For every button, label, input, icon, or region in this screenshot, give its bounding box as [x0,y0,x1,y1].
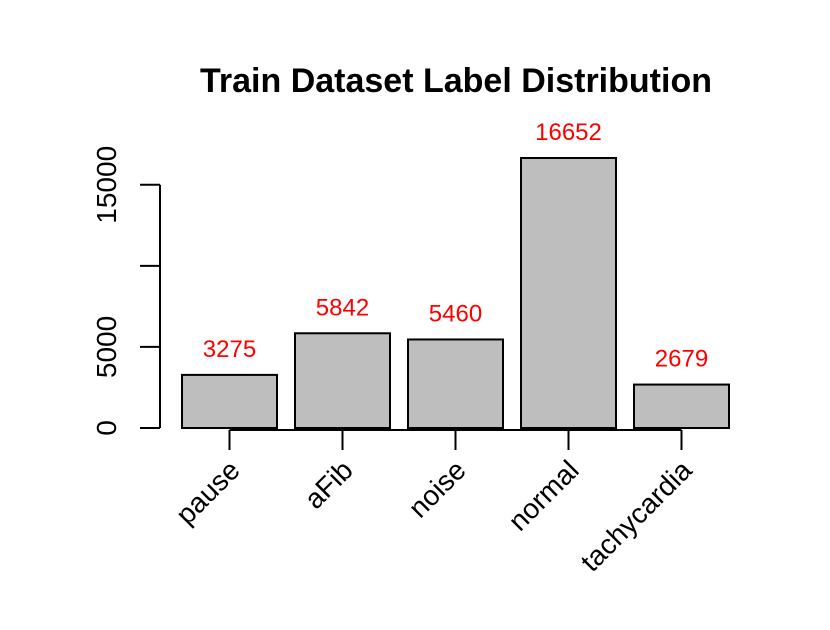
x-tick-label: aFib [298,454,358,514]
bar-value-label: 3275 [203,336,256,363]
x-tick-label: normal [502,454,584,536]
bar-normal [520,157,617,429]
y-axis: 0 5000 15000 [91,146,161,436]
bar-pause [181,373,278,430]
chart-title: Train Dataset Label Distribution [200,62,712,100]
bar-value-label: 5842 [316,294,369,321]
x-tick-label: tachycardia [575,454,698,577]
bar-tachycardia [633,383,730,430]
bars: 3275 5842 5460 16652 2679 [181,119,730,430]
x-tick-label: noise [402,454,471,523]
bar-noise [407,338,504,429]
y-tick-label: 15000 [91,146,122,224]
bar-value-label: 16652 [535,119,602,146]
x-tick-label: pause [170,454,246,530]
bar-value-label: 5460 [429,300,482,327]
bar-aFib [294,332,391,429]
y-tick-label: 5000 [91,316,122,378]
bar-value-label: 2679 [655,346,708,373]
y-tick-label: 0 [91,420,122,436]
